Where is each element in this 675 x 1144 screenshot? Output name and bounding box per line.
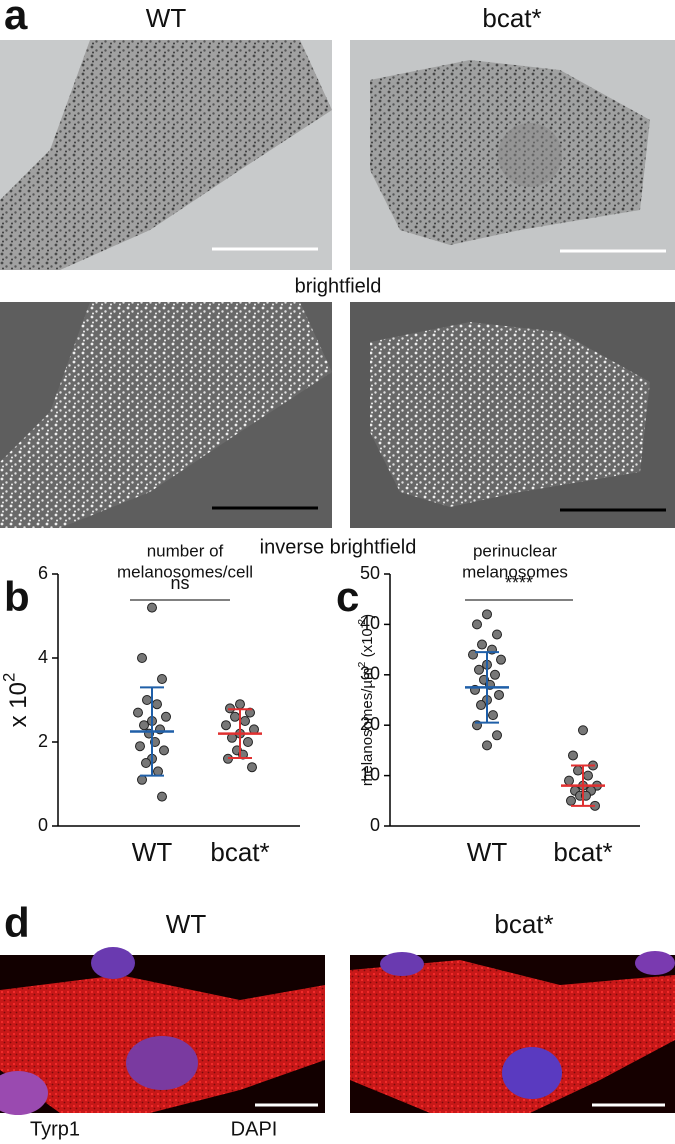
- data-point: [157, 791, 167, 802]
- y-axis-label-part: 2: [356, 661, 368, 667]
- fluorescence-wt: [0, 947, 325, 1115]
- column-label: WT: [146, 3, 187, 33]
- data-point: [472, 619, 482, 630]
- brightfield-wt: [0, 40, 332, 270]
- data-point: [230, 711, 240, 722]
- data-point: [139, 720, 149, 731]
- data-point: [566, 795, 576, 806]
- data-point: [482, 609, 492, 620]
- y-axis-label-part: ): [359, 614, 376, 619]
- y-tick-label: 40: [360, 613, 380, 633]
- column-label: WT: [166, 909, 207, 939]
- data-point: [494, 689, 504, 700]
- data-point: [568, 750, 578, 761]
- panel-label: c: [336, 573, 359, 620]
- panel-label: b: [4, 573, 30, 620]
- data-point: [564, 775, 574, 786]
- data-point: [137, 774, 147, 785]
- y-tick-label: 20: [360, 714, 380, 734]
- data-point: [142, 695, 152, 705]
- data-point: [482, 740, 492, 751]
- chart-title: melanosomes/cell: [117, 562, 253, 581]
- significance-label: ns: [170, 573, 189, 593]
- data-point: [135, 741, 145, 752]
- y-axis-label-part: (x10: [359, 628, 376, 661]
- data-point: [221, 720, 231, 731]
- data-point: [578, 725, 588, 736]
- y-axis-label: melanosomes/µm2 (x10-2): [356, 614, 376, 786]
- data-point: [488, 710, 498, 721]
- brightfield-bcat: [350, 40, 675, 270]
- x-tick-label: WT: [132, 837, 173, 867]
- y-axis-label-part: x 10: [5, 682, 32, 727]
- data-point: [153, 766, 163, 777]
- chart-title: number of: [147, 541, 224, 560]
- chart-title: perinuclear: [473, 541, 557, 560]
- fluorescence-bcat: [350, 951, 675, 1113]
- data-point: [490, 669, 500, 680]
- row-label: inverse brightfield: [260, 536, 417, 558]
- inverse-bcat: [350, 302, 675, 528]
- y-tick-label: 0: [38, 815, 48, 835]
- column-label: bcat*: [494, 909, 553, 939]
- data-point: [157, 674, 167, 684]
- data-point: [133, 707, 143, 718]
- data-point: [147, 602, 157, 613]
- y-axis-label-part: -2: [356, 619, 368, 628]
- y-tick-label: 2: [38, 731, 48, 751]
- data-point: [492, 629, 502, 640]
- data-point: [137, 653, 147, 663]
- data-point: [247, 762, 257, 773]
- y-tick-label: 0: [370, 815, 380, 835]
- data-point: [476, 700, 486, 711]
- column-label: bcat*: [482, 3, 541, 33]
- data-point: [159, 745, 169, 756]
- y-axis-label-part: melanosomes/µm: [359, 667, 376, 786]
- data-point: [492, 730, 502, 741]
- legend-label: DAPI: [231, 1118, 278, 1140]
- data-point: [573, 765, 583, 776]
- panel-label: d: [4, 899, 30, 946]
- data-point: [583, 770, 593, 781]
- x-tick-label: bcat*: [553, 837, 612, 867]
- y-axis-label: x 102: [0, 673, 32, 728]
- y-tick-label: 50: [360, 563, 380, 583]
- row-label: brightfield: [295, 275, 382, 297]
- y-tick-label: 6: [38, 563, 48, 583]
- chart-title: melanosomes: [462, 562, 568, 581]
- data-point: [235, 699, 245, 710]
- data-point: [240, 716, 250, 726]
- y-axis-label-part: 2: [0, 673, 19, 682]
- significance-label: ****: [505, 573, 533, 593]
- data-point: [245, 707, 255, 718]
- y-tick-label: 30: [360, 664, 380, 684]
- data-point: [152, 699, 162, 710]
- data-point: [161, 711, 171, 722]
- data-point: [474, 664, 484, 675]
- x-tick-label: bcat*: [210, 837, 269, 867]
- panel-label: a: [4, 0, 28, 38]
- y-tick-label: 4: [38, 647, 48, 667]
- y-tick-label: 10: [360, 764, 380, 784]
- data-point: [141, 758, 151, 768]
- data-point: [243, 737, 253, 747]
- legend-label: Tyrp1: [30, 1118, 80, 1140]
- inverse-wt: [0, 302, 332, 528]
- data-point: [496, 654, 506, 665]
- x-tick-label: WT: [467, 837, 508, 867]
- data-point: [477, 639, 487, 650]
